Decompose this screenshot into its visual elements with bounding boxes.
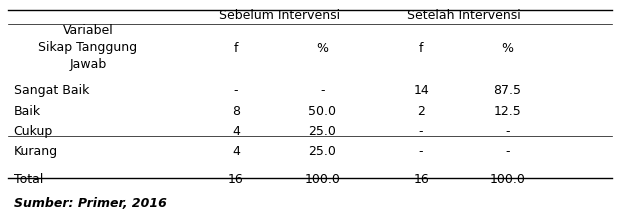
Text: 100.0: 100.0 [304, 173, 340, 186]
Text: 16: 16 [228, 173, 244, 186]
Text: %: % [316, 42, 329, 55]
Text: Baik: Baik [14, 105, 41, 118]
Text: 16: 16 [413, 173, 429, 186]
Text: 25.0: 25.0 [308, 125, 336, 138]
Text: 14: 14 [413, 84, 429, 97]
Text: Sumber: Primer, 2016: Sumber: Primer, 2016 [14, 197, 167, 210]
Text: 25.0: 25.0 [308, 145, 336, 158]
Text: -: - [234, 84, 238, 97]
Text: Cukup: Cukup [14, 125, 53, 138]
Text: Setelah Intervensi: Setelah Intervensi [407, 9, 521, 22]
Text: 4: 4 [232, 145, 240, 158]
Text: 4: 4 [232, 125, 240, 138]
Text: 50.0: 50.0 [308, 105, 336, 118]
Text: %: % [502, 42, 513, 55]
Text: 100.0: 100.0 [490, 173, 525, 186]
Text: 87.5: 87.5 [494, 84, 521, 97]
Text: Total: Total [14, 173, 43, 186]
Text: Sebelum Intervensi: Sebelum Intervensi [219, 9, 340, 22]
Text: 2: 2 [417, 105, 425, 118]
Text: -: - [419, 145, 423, 158]
Text: f: f [234, 42, 238, 55]
Text: -: - [419, 125, 423, 138]
Text: Kurang: Kurang [14, 145, 58, 158]
Text: 8: 8 [232, 105, 240, 118]
Text: Variabel
Sikap Tanggung
Jawab: Variabel Sikap Tanggung Jawab [38, 24, 138, 71]
Text: f: f [419, 42, 423, 55]
Text: -: - [505, 125, 510, 138]
Text: Sangat Baik: Sangat Baik [14, 84, 89, 97]
Text: -: - [320, 84, 325, 97]
Text: 12.5: 12.5 [494, 105, 521, 118]
Text: -: - [505, 145, 510, 158]
